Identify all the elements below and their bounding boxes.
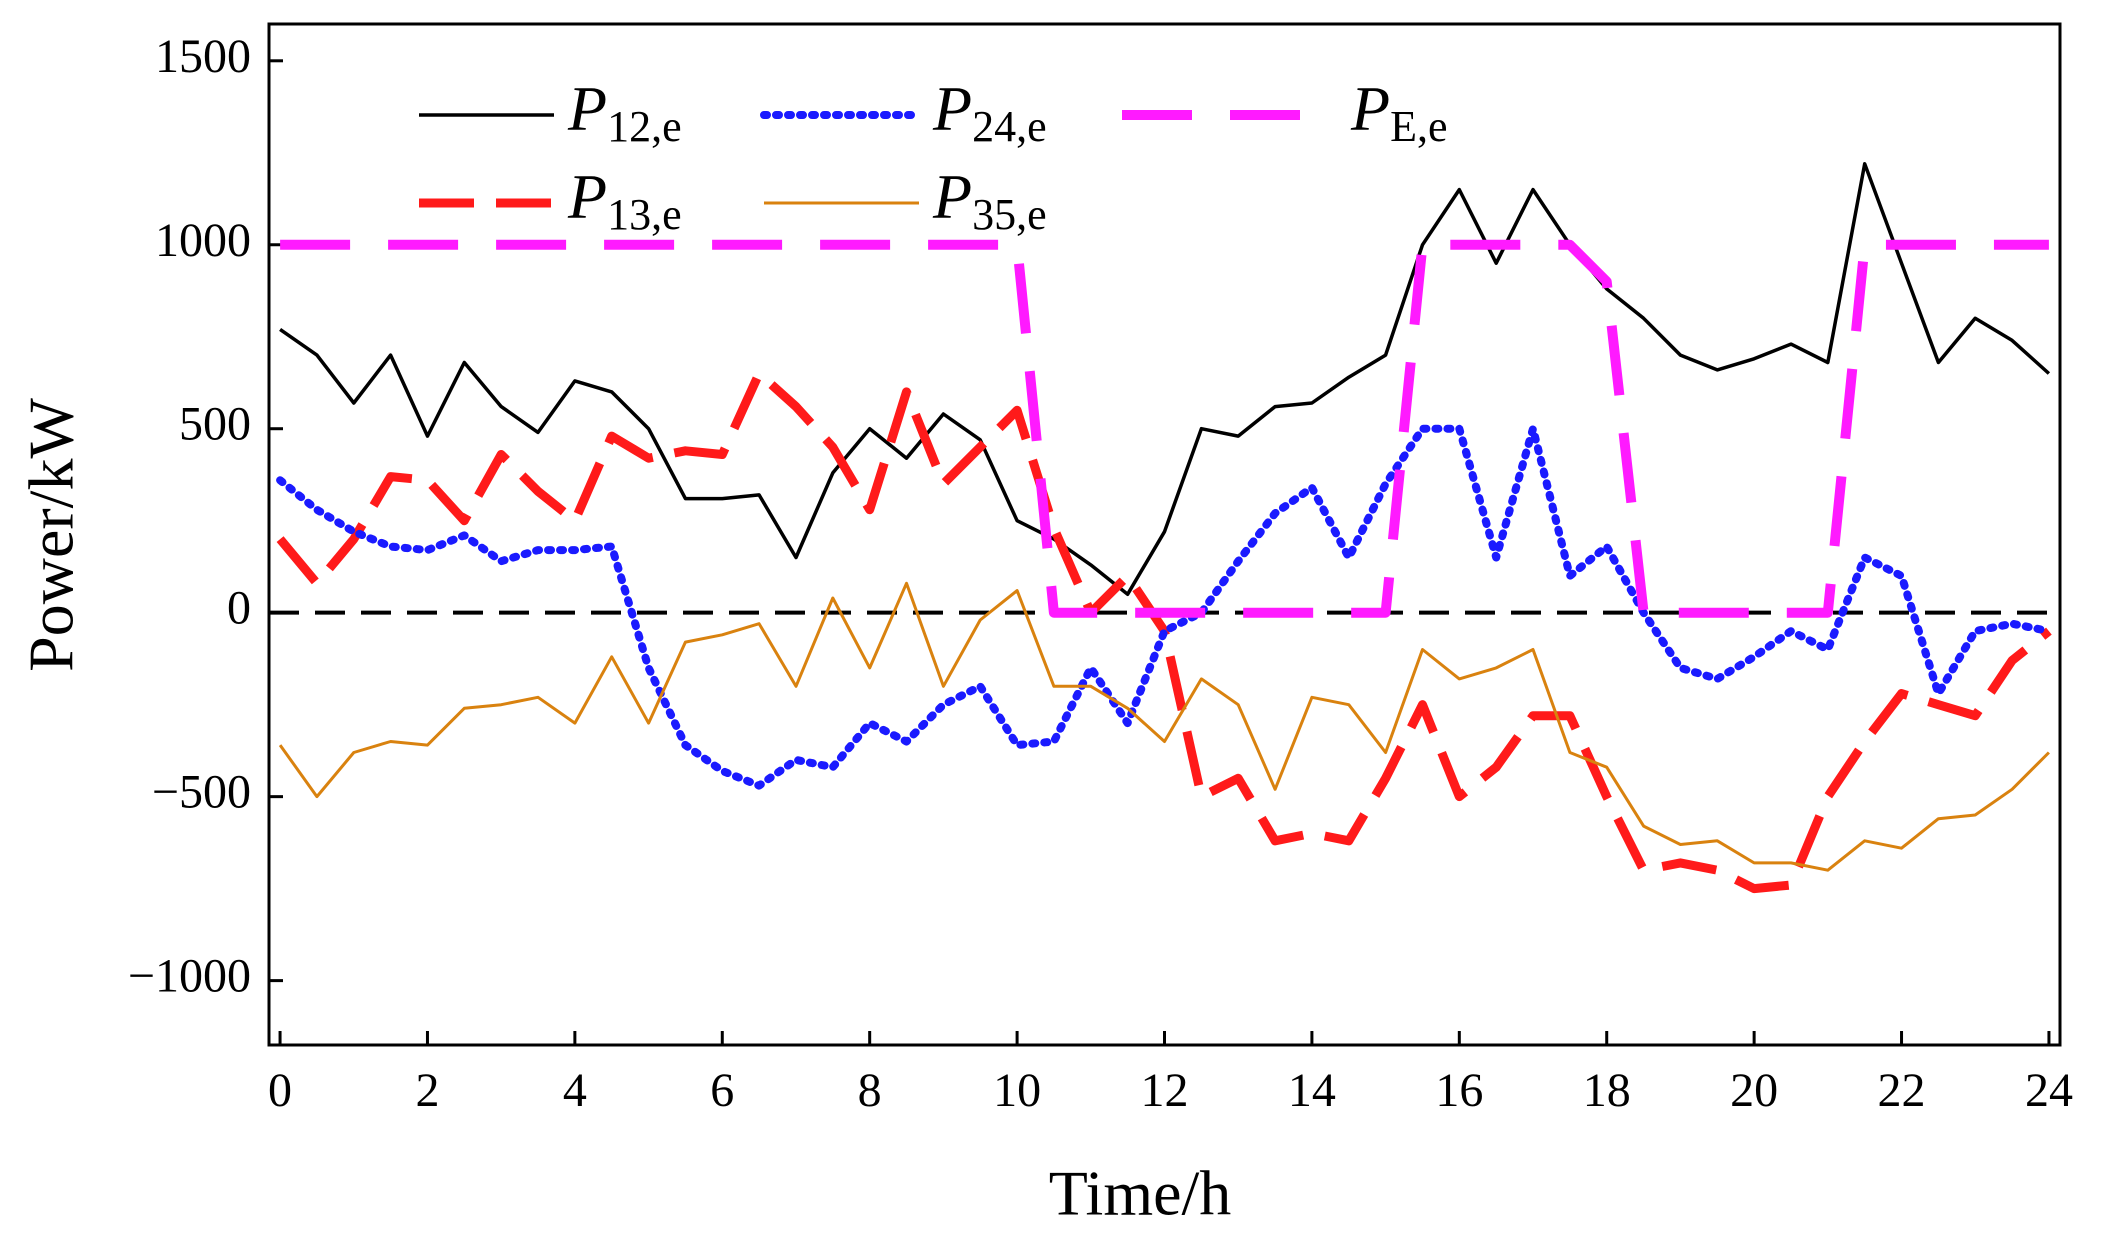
series-line	[280, 239, 2049, 618]
y-tick-label: −500	[152, 766, 251, 819]
x-tick-label: 10	[993, 1064, 1041, 1117]
x-tick-label: 24	[2025, 1064, 2073, 1117]
x-tick-label: 22	[1878, 1064, 1926, 1117]
y-axis-label: Power/kW	[16, 398, 87, 672]
series-line	[278, 581, 2050, 872]
y-tick-label: 1000	[155, 214, 251, 267]
y-tick-label: 1500	[155, 30, 251, 83]
x-axis-label: Time/h	[1049, 1158, 1232, 1229]
x-tick-label: 0	[268, 1064, 292, 1117]
y-tick-label: 500	[179, 398, 251, 451]
x-tick-label: 20	[1730, 1064, 1778, 1117]
y-tick-label: 0	[227, 582, 251, 635]
x-tick-label: 18	[1583, 1064, 1631, 1117]
legend-label: P35,e	[932, 161, 1047, 239]
x-tick-label: 12	[1141, 1064, 1189, 1117]
x-tick-label: 16	[1435, 1064, 1483, 1117]
y-tick-label: −1000	[128, 950, 251, 1003]
x-tick-label: 14	[1288, 1064, 1336, 1117]
legend-label: P13,e	[567, 161, 682, 239]
legend-label: P12,e	[567, 73, 682, 151]
legend-label: P24,e	[932, 73, 1047, 151]
x-tick-label: 8	[858, 1064, 882, 1117]
series-line	[276, 424, 2053, 790]
x-tick-label: 4	[563, 1064, 587, 1117]
series-line	[279, 162, 2051, 597]
x-tick-label: 2	[415, 1064, 439, 1117]
x-tick-label: 6	[710, 1064, 734, 1117]
legend-label: PE,e	[1350, 73, 1448, 151]
